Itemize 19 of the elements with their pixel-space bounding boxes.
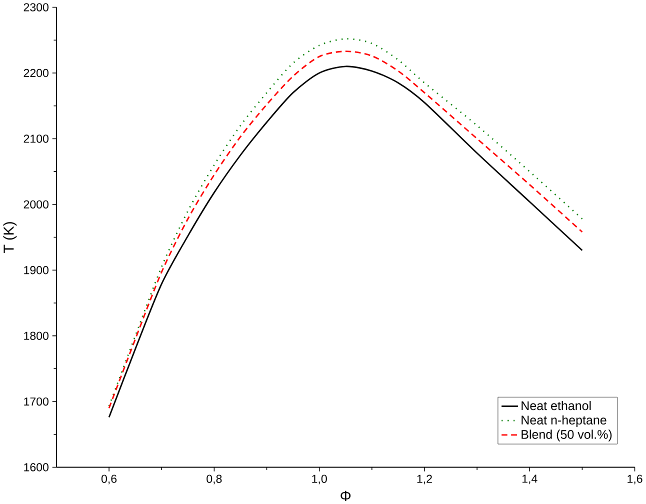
x-tick-label: 0,8 (206, 474, 222, 484)
legend-label: Neat ethanol (522, 400, 591, 410)
x-tick-label: 1,0 (312, 474, 327, 484)
y-tick-label: 2000 (24, 200, 48, 208)
x-axis-title: Φ (340, 490, 351, 501)
y-tick-label: 2300 (24, 3, 48, 12)
legend-label: Blend (50 vol.%) (522, 430, 612, 442)
x-tick-label: 1,4 (522, 474, 538, 484)
x-tick-label: 1,6 (628, 474, 642, 484)
x-tick-label: 1,2 (417, 474, 432, 484)
legend-label: Neat n-heptane (522, 415, 606, 427)
y-tick-label: 1800 (24, 332, 48, 340)
y-axis-title: T (K) (3, 222, 17, 253)
y-tick-label: 1700 (24, 397, 48, 406)
y-tick-label: 2200 (24, 68, 48, 77)
x-tick-label: 0,6 (101, 474, 117, 484)
y-tick-label: 2100 (24, 134, 48, 143)
y-tick-label: 1900 (24, 266, 48, 274)
y-tick-label: 1600 (24, 463, 48, 472)
